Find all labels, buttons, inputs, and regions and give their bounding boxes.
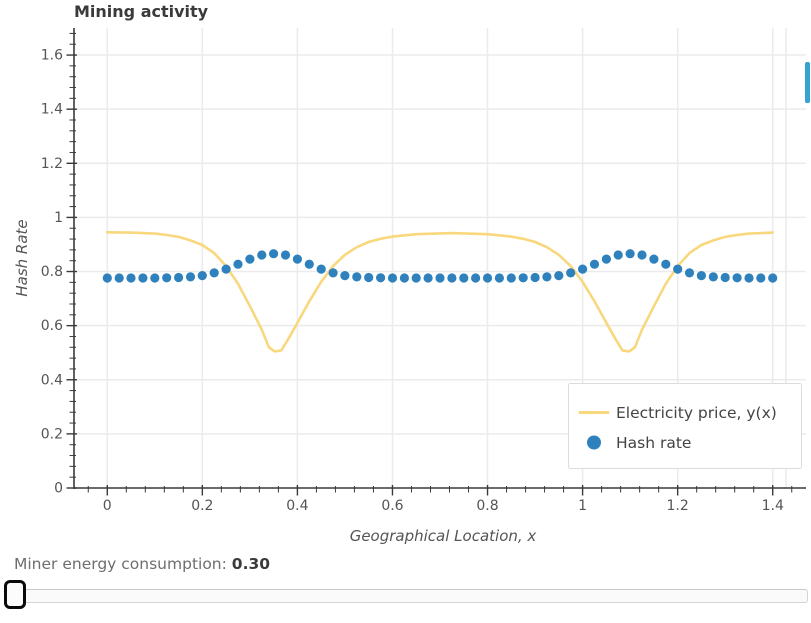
energy-consumption-slider-handle[interactable]: [4, 580, 26, 609]
y-tick-labels: 0 0.2 0.4 0.6 0.8 1 1.2 1.4 1.6: [41, 48, 63, 497]
svg-text:1.6: 1.6: [41, 48, 63, 64]
caption: Miner energy consumption: 0.30: [14, 555, 270, 573]
chart-title: Mining activity: [74, 2, 209, 21]
series-hash-rate-dots: [102, 249, 778, 283]
svg-text:1.4: 1.4: [762, 498, 784, 514]
series-electricity-price-line: [106, 231, 774, 353]
svg-text:1.4: 1.4: [41, 102, 63, 118]
grid: [74, 28, 806, 488]
svg-text:0: 0: [54, 481, 63, 497]
axis-ticks: [66, 32, 793, 496]
y-axis-label: Hash Rate: [13, 219, 31, 297]
energy-consumption-slider-track[interactable]: [8, 589, 808, 603]
svg-text:1.2: 1.2: [41, 156, 63, 172]
svg-text:0.8: 0.8: [476, 498, 498, 514]
svg-text:0.6: 0.6: [381, 498, 403, 514]
legend-box: [568, 383, 802, 469]
caption-label: Miner energy consumption:: [14, 555, 232, 573]
svg-text:0: 0: [103, 498, 112, 514]
legend: Electricity price, y(x) Hash rate: [568, 383, 802, 469]
legend-label-electricity-price: Electricity price, y(x): [616, 404, 777, 422]
legend-dot-swatch: [587, 435, 601, 450]
svg-text:0.2: 0.2: [41, 426, 63, 442]
x-axis-label: Geographical Location, x: [349, 527, 537, 545]
svg-text:0.8: 0.8: [41, 264, 63, 280]
caption-value: 0.30: [231, 555, 271, 573]
svg-text:1: 1: [578, 498, 587, 514]
svg-text:0.4: 0.4: [286, 498, 308, 514]
svg-text:0.4: 0.4: [41, 372, 63, 388]
svg-text:0.2: 0.2: [191, 498, 213, 514]
x-tick-labels: 0 0.2 0.4 0.6 0.8 1 1.2 1.4: [103, 498, 784, 514]
svg-text:1.2: 1.2: [667, 498, 689, 514]
svg-text:1: 1: [54, 210, 63, 226]
figure-canvas: 0 0.2 0.4 0.6 0.8 1 1.2 1.4 0 0.2 0.4 0.6 0.8 1 1.2 1.4…: [41, 28, 806, 514]
svg-text:0.6: 0.6: [41, 318, 63, 334]
scrollbar-thumb[interactable]: [805, 62, 810, 103]
legend-label-hash-rate: Hash rate: [616, 434, 691, 452]
